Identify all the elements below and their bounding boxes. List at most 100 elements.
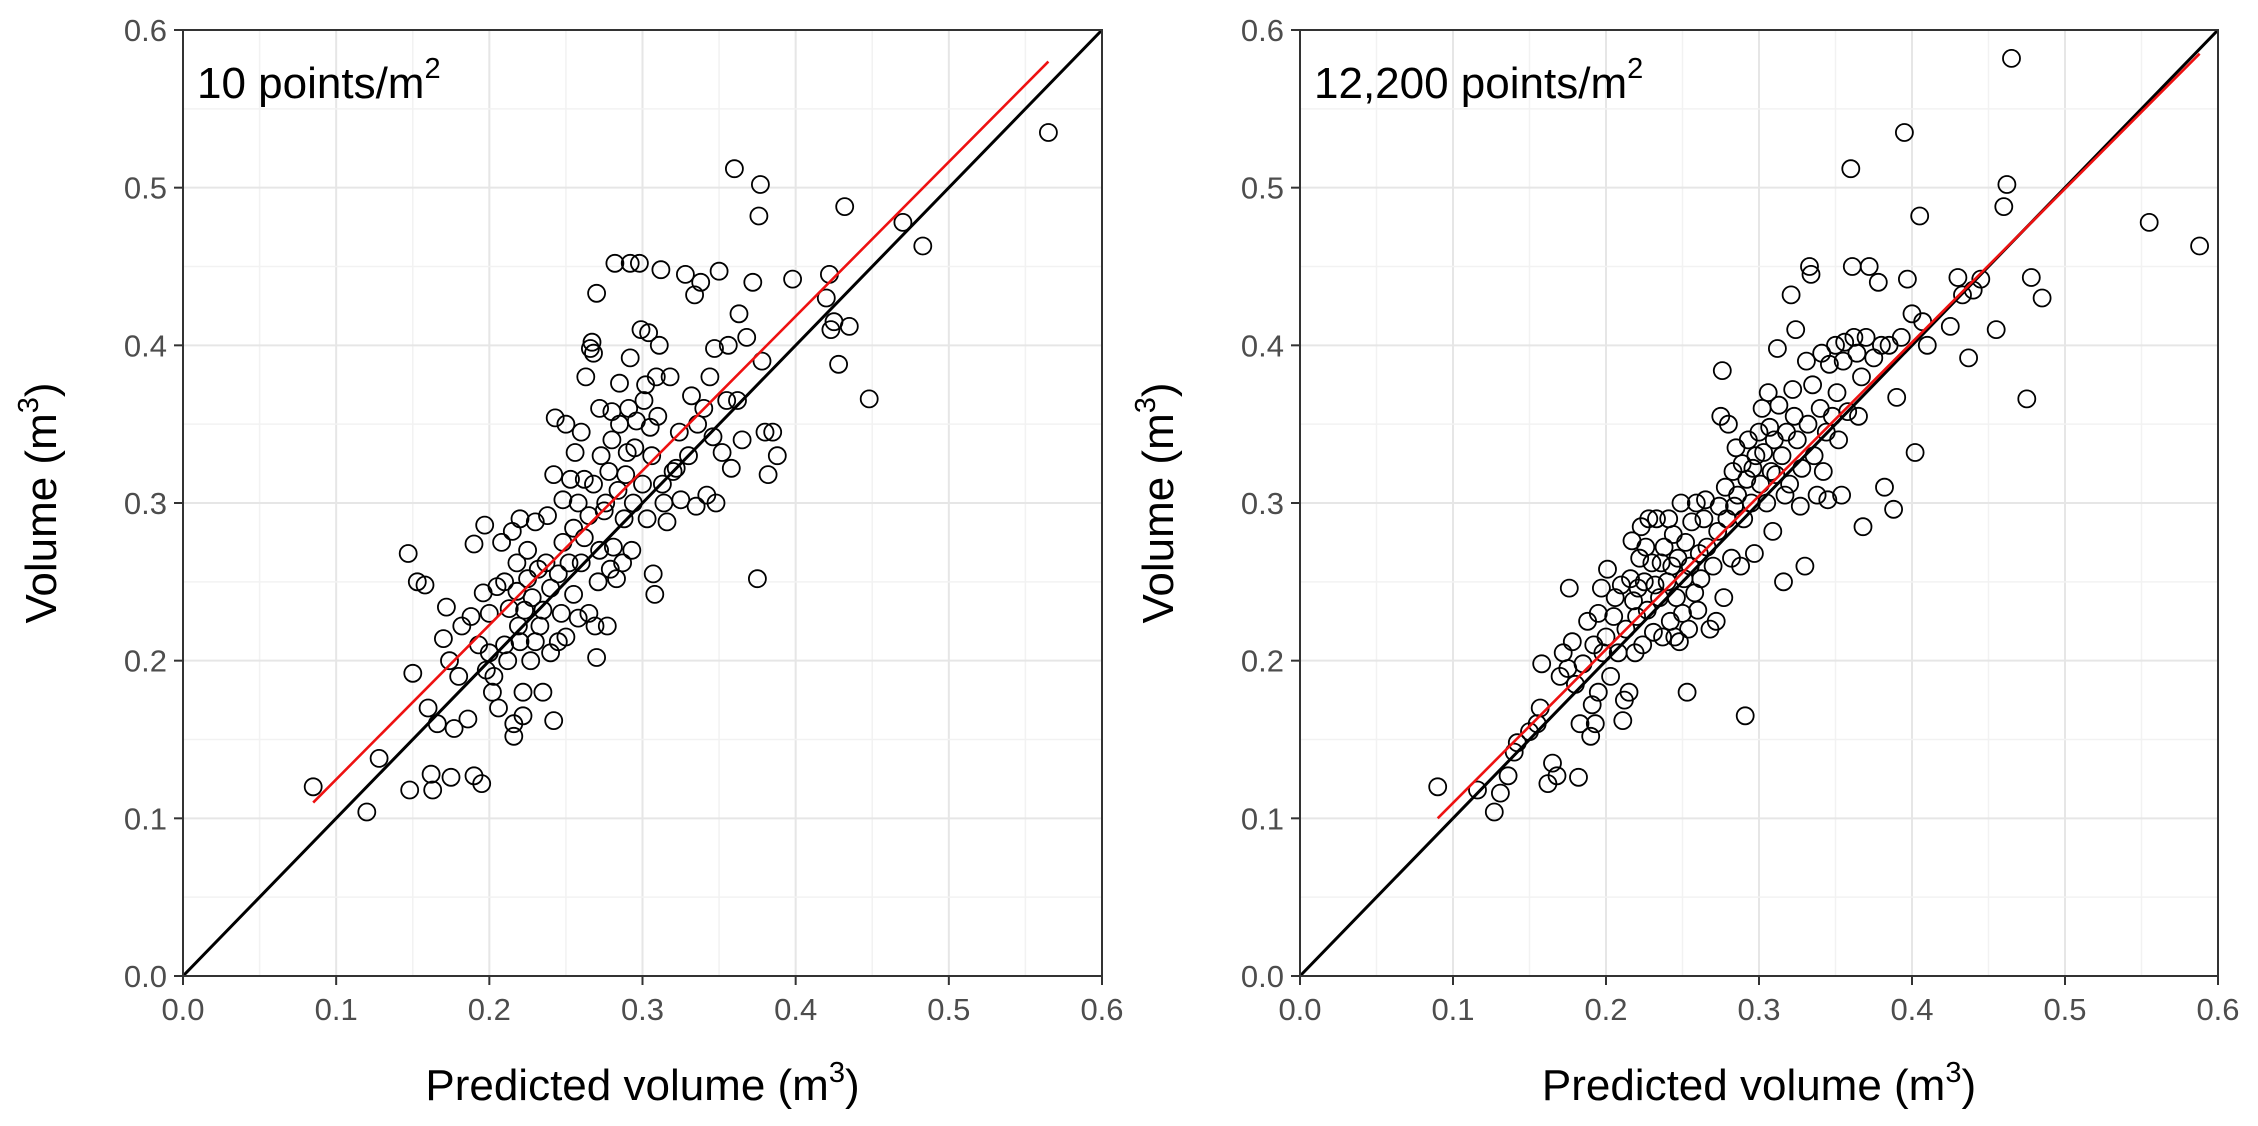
panel-annotation: 12,200 points/m2 <box>1314 53 1643 108</box>
data-point <box>1875 477 1894 497</box>
data-point <box>479 604 499 623</box>
data-point <box>1859 257 1879 276</box>
data-point <box>2139 212 2159 232</box>
data-point <box>1604 607 1624 626</box>
data-point <box>525 512 545 532</box>
data-point <box>2002 49 2021 68</box>
data-point <box>421 764 441 784</box>
data-point <box>533 682 553 702</box>
data-point <box>767 446 787 466</box>
x-axis-title-text: Predicted volume (m <box>1542 1061 1945 1110</box>
data-point <box>600 559 620 579</box>
data-point <box>1532 654 1552 674</box>
data-point <box>461 607 481 626</box>
data-point <box>633 474 652 494</box>
x-tick-label: 0.1 <box>1431 992 1474 1027</box>
data-point <box>694 398 714 418</box>
data-point <box>507 553 527 573</box>
data-point <box>510 632 530 652</box>
y-axis-title: Volume (m3) <box>1130 382 1183 623</box>
data-point <box>639 323 658 343</box>
data-point <box>1670 632 1689 652</box>
y-axis-title-superscript: 3 <box>13 397 45 413</box>
data-point <box>579 604 599 623</box>
data-point <box>522 588 542 607</box>
data-point <box>663 462 683 481</box>
data-point <box>1833 351 1853 371</box>
data-point <box>1694 509 1714 529</box>
data-point <box>1940 316 1960 336</box>
data-point <box>1749 422 1769 442</box>
data-point <box>783 269 802 289</box>
data-point <box>548 564 568 584</box>
data-point <box>1706 611 1726 631</box>
y-tick-label: 0.5 <box>1241 171 1284 206</box>
data-point <box>518 540 537 560</box>
data-point <box>1994 197 2014 217</box>
data-point <box>1798 414 1818 434</box>
y-axis-title: Volume (m3) <box>13 382 66 623</box>
data-point <box>1627 607 1646 626</box>
data-point <box>587 648 606 667</box>
data-point <box>415 575 435 595</box>
data-point <box>1619 682 1639 702</box>
data-point <box>1959 348 1978 368</box>
data-point <box>433 629 453 648</box>
panel-annotation-text: 10 points/m <box>197 59 424 108</box>
data-point <box>2032 288 2052 308</box>
data-point <box>564 518 583 538</box>
data-point <box>700 367 720 387</box>
y-axis-title-suffix: ) <box>1134 382 1183 397</box>
x-tick-label: 0.2 <box>468 992 511 1027</box>
data-point <box>556 627 576 647</box>
data-point <box>538 506 557 525</box>
data-point <box>403 663 423 683</box>
fit-line <box>1436 52 2201 820</box>
data-point <box>1731 556 1750 576</box>
data-point <box>1653 627 1672 647</box>
data-point <box>1797 351 1816 371</box>
data-point <box>571 553 591 573</box>
data-point <box>596 493 616 513</box>
y-tick-label: 0.2 <box>1241 644 1284 679</box>
data-point <box>1676 533 1695 552</box>
data-point <box>1581 726 1601 746</box>
data-point <box>1647 509 1666 529</box>
data-point <box>620 253 640 273</box>
data-point <box>551 604 571 623</box>
data-point <box>574 469 594 489</box>
data-point <box>1547 766 1567 786</box>
data-point <box>1596 627 1616 647</box>
y-tick-label: 0.2 <box>124 644 167 679</box>
fit-line <box>312 60 1050 804</box>
data-point <box>1691 569 1711 589</box>
data-point <box>1671 493 1691 513</box>
data-point <box>418 698 438 718</box>
data-point <box>1682 512 1702 532</box>
data-point <box>1468 780 1487 800</box>
y-axis-title-text: Volume (m <box>17 413 66 623</box>
data-point <box>732 430 752 450</box>
x-axis-title-superscript: 3 <box>829 1057 845 1089</box>
data-point <box>1673 604 1692 623</box>
data-point <box>1645 575 1665 595</box>
data-point <box>1813 462 1833 481</box>
data-point <box>590 398 609 418</box>
data-point <box>1639 509 1659 529</box>
data-point <box>620 348 640 368</box>
data-point <box>597 616 617 636</box>
data-point <box>616 465 636 485</box>
data-point <box>498 651 518 671</box>
x-tick-label: 0.6 <box>2196 992 2239 1027</box>
data-point <box>565 443 585 462</box>
data-point <box>755 422 775 442</box>
identity-line <box>183 30 1102 976</box>
data-point <box>1986 320 2006 340</box>
data-point <box>513 682 533 702</box>
data-point <box>1642 553 1662 573</box>
data-point <box>584 474 603 494</box>
x-axis-title-superscript: 3 <box>1945 1057 1961 1089</box>
data-point <box>2021 268 2041 287</box>
data-point <box>1562 632 1582 652</box>
x-tick-label: 0.5 <box>2043 992 2086 1027</box>
